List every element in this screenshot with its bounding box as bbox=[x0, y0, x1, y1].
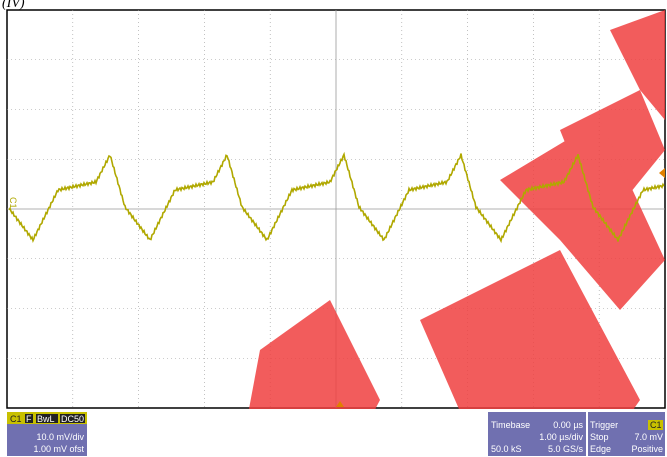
trigger-marker bbox=[336, 401, 344, 407]
figure-label: (IV) bbox=[2, 0, 25, 11]
flag: BwL bbox=[37, 414, 55, 424]
trigger-source: C1 bbox=[650, 420, 662, 430]
trigger-type: Edge bbox=[590, 444, 611, 454]
flag-box bbox=[60, 414, 85, 423]
flag: DC50 bbox=[61, 414, 84, 424]
channel-scale: 10.0 mV/div bbox=[36, 432, 84, 442]
channel-name: C1 bbox=[10, 414, 22, 424]
timebase-delay: 0.00 µs bbox=[553, 420, 583, 430]
trigger-box bbox=[588, 412, 665, 456]
flag-box bbox=[36, 414, 58, 423]
timebase-samples: 50.0 kS bbox=[491, 444, 522, 454]
timebase-title: Timebase bbox=[491, 420, 530, 430]
timebase-box bbox=[488, 412, 586, 456]
trigger-source-box bbox=[648, 420, 663, 430]
channel-marker: C1 bbox=[8, 197, 18, 209]
level-marker bbox=[659, 168, 665, 178]
channel-offset: 1.00 mV ofst bbox=[33, 444, 84, 454]
waveform bbox=[8, 151, 665, 244]
trigger-level: 7.0 mV bbox=[634, 432, 663, 442]
trigger-title: Trigger bbox=[590, 420, 618, 430]
flag-box bbox=[25, 414, 33, 423]
trigger-slope: Positive bbox=[631, 444, 663, 454]
timebase-scale: 1.00 µs/div bbox=[539, 432, 583, 442]
trigger-mode: Stop bbox=[590, 432, 609, 442]
flag: F bbox=[26, 414, 32, 424]
timebase-rate: 5.0 GS/s bbox=[548, 444, 584, 454]
